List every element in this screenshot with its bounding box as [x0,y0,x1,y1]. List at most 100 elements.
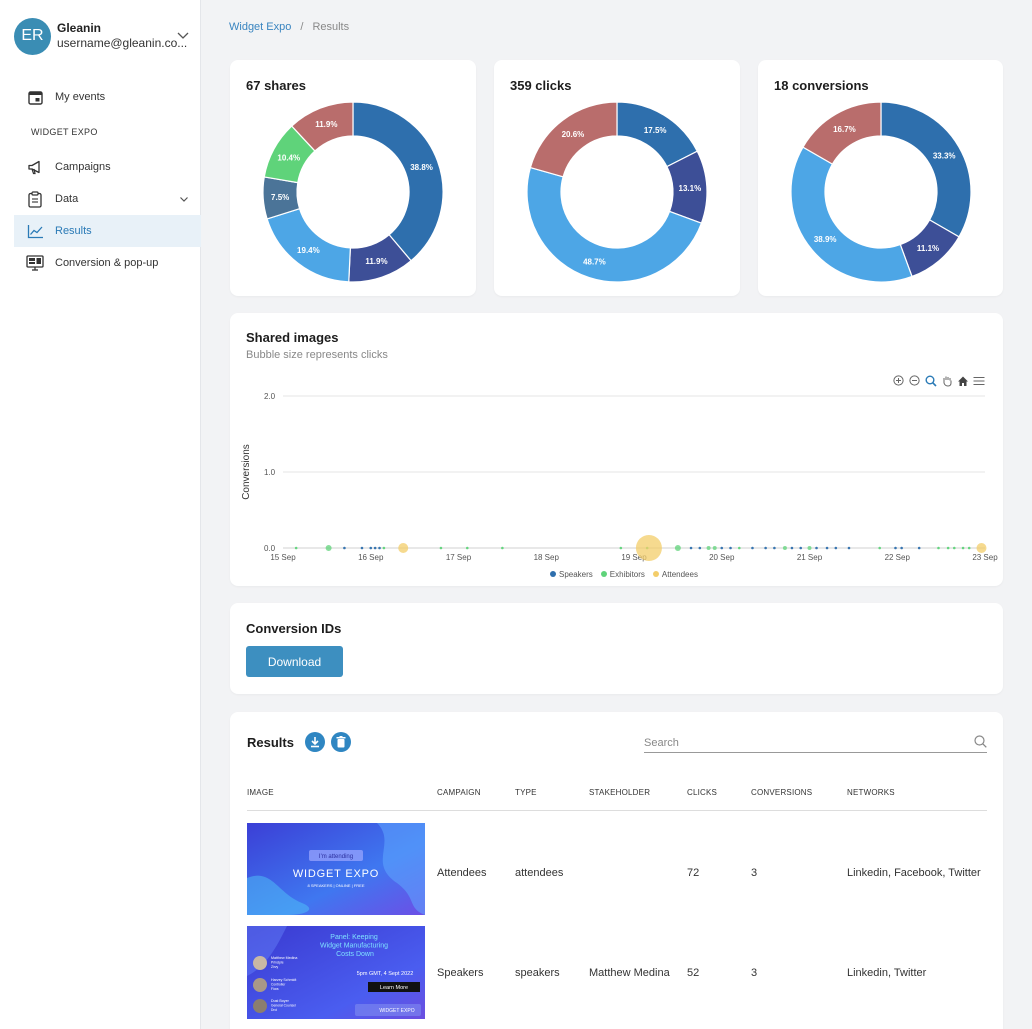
bubble-point[interactable] [619,546,623,550]
donut-slice[interactable] [290,101,354,152]
search-icon[interactable] [974,735,987,748]
bubble-point[interactable] [439,546,443,550]
bubble-point[interactable] [961,546,965,550]
column-header-conversions[interactable]: CONVERSIONS [751,788,813,797]
y-tick-label: 0.0 [264,544,276,553]
delete-button[interactable] [331,732,351,752]
column-header-image[interactable]: IMAGE [247,788,274,797]
bubble-point[interactable] [294,546,298,550]
row-2-stakeholder: Matthew Medina [589,967,670,979]
bubble-point[interactable] [698,546,702,550]
bubble-point[interactable] [360,546,364,550]
bubble-point[interactable] [834,546,838,550]
bubble-point[interactable] [738,546,741,550]
row-1-image-thumbnail[interactable]: I'm attending WIDGET EXPO 8 SPEAKERS | O… [247,823,425,915]
sidebar-item-results[interactable]: Results [14,215,201,247]
bubble-point[interactable] [807,546,812,550]
bubble-point[interactable] [847,546,851,550]
column-header-stakeholder[interactable]: STAKEHOLDER [589,788,651,797]
bubble-point[interactable] [790,546,794,550]
bubble-point[interactable] [782,546,787,550]
sidebar-item-conversion-popup[interactable]: Conversion & pop-up [14,247,201,279]
bubble-point[interactable] [764,546,767,550]
card-title: 359 clicks [510,78,572,93]
shares-card: 67 shares 38.8% 11.9% 19.4% 7.5% 10.4% 11.9% [230,60,476,296]
trash-icon [336,736,346,748]
pan-hand-icon[interactable] [940,374,953,387]
bubble-point[interactable] [815,546,818,550]
bubble-point[interactable] [773,546,776,550]
bubble-point[interactable] [635,535,662,561]
donut-slice-label: 17.5% [644,126,667,135]
bubble-point[interactable] [689,546,693,550]
bubble-point[interactable] [894,546,897,550]
bubble-point[interactable] [878,546,881,550]
sidebar-item-my-events[interactable]: My events [14,81,201,113]
menu-icon[interactable] [972,374,985,387]
bubble-point[interactable] [729,546,732,550]
donut-slice[interactable] [880,101,972,238]
bubble-point[interactable] [398,543,409,553]
sidebar-item-data[interactable]: Data [14,183,201,215]
x-tick-label: 20 Sep [709,553,735,562]
bubble-point[interactable] [937,546,940,550]
donut-slice[interactable] [526,166,703,283]
bubble-point[interactable] [674,545,681,551]
bubble-point[interactable] [976,543,987,553]
zoom-in-icon[interactable] [892,374,905,387]
row-2-image-thumbnail[interactable]: Panel: Keeping Widget Manufacturing Cost… [247,926,425,1019]
bubble-point[interactable] [751,546,754,550]
bubble-point[interactable] [917,546,921,550]
column-header-campaign[interactable]: CAMPAIGN [437,788,481,797]
sidebar-item-label: Data [55,193,79,205]
user-menu[interactable]: ER Gleanin username@gleanin.co... [14,16,194,56]
bubble-point[interactable] [373,546,377,550]
search-input[interactable] [644,733,964,753]
donut-slice-label: 11.9% [365,257,387,266]
bubble-point[interactable] [967,546,971,550]
bubble-point[interactable] [325,545,332,551]
donut-slice[interactable] [529,101,618,178]
shares-donut-chart: 38.8% 11.9% 19.4% 7.5% 10.4% 11.9% [262,101,444,283]
column-header-networks[interactable]: NETWORKS [847,788,895,797]
breadcrumb-event-link[interactable]: Widget Expo [229,21,292,33]
chevron-down-icon[interactable] [177,29,189,41]
sidebar-item-campaigns[interactable]: Campaigns [14,151,201,183]
bubble-point[interactable] [712,546,717,550]
legend-item-speakers[interactable]: Speakers [550,570,593,579]
bubble-point[interactable] [720,546,724,550]
svg-text:5pm GMT, 4 Sept 2022: 5pm GMT, 4 Sept 2022 [357,971,414,977]
zoom-select-icon[interactable] [924,374,937,387]
donut-slice[interactable] [790,146,913,283]
bubble-point[interactable] [946,546,950,550]
calendar-icon [26,88,44,106]
donut-slice[interactable] [352,101,444,262]
bubble-point[interactable] [900,546,903,550]
bubble-point[interactable] [369,546,373,550]
donut-slice[interactable] [802,101,882,165]
svg-text:Matthew Medina: Matthew Medina [271,956,297,960]
donut-slice-label: 33.3% [933,151,956,160]
zoom-out-icon[interactable] [908,374,921,387]
home-reset-icon[interactable] [956,374,969,387]
chevron-down-icon[interactable] [179,194,189,204]
bubble-point[interactable] [799,546,803,550]
legend-item-exhibitors[interactable]: Exhibitors [600,570,645,579]
bubble-point[interactable] [465,546,469,550]
bubble-point[interactable] [382,546,386,550]
donut-slice-label: 48.7% [583,257,606,266]
breadcrumb: Widget Expo / Results [229,21,349,33]
column-header-clicks[interactable]: CLICKS [687,788,718,797]
bubble-point[interactable] [952,546,956,550]
table-header-divider [247,810,987,811]
sidebar-item-label: Results [55,225,92,237]
bubble-point[interactable] [825,546,829,550]
bubble-point[interactable] [706,546,711,550]
legend-item-attendees[interactable]: Attendees [652,570,698,579]
export-button[interactable] [305,732,325,752]
column-header-type[interactable]: TYPE [515,788,537,797]
bubble-point[interactable] [501,546,504,550]
bubble-point[interactable] [378,546,381,550]
bubble-point[interactable] [343,546,346,550]
download-button[interactable]: Download [246,646,343,677]
